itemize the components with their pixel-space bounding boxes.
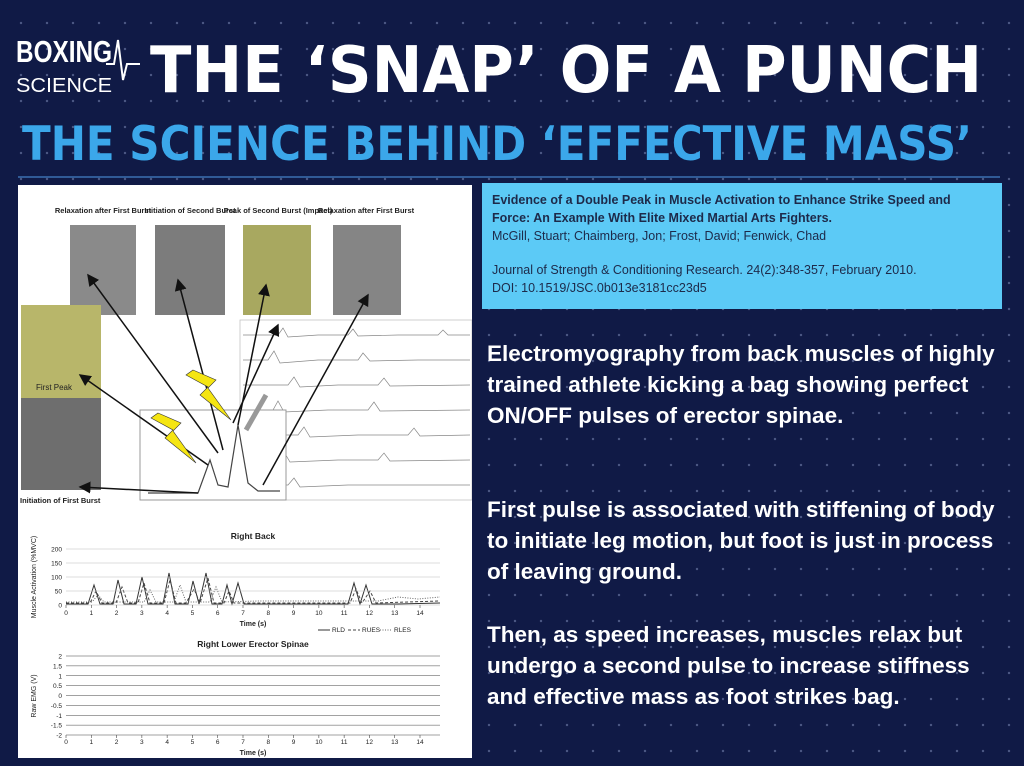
- x-tick-label: 11: [341, 610, 348, 617]
- emg-series: [66, 572, 441, 606]
- photo: [70, 225, 136, 315]
- logo-pulse: [106, 39, 140, 81]
- reference-authors: McGill, Stuart; Chaimberg, Jon; Frost, D…: [492, 229, 827, 243]
- x-tick-label: 2: [115, 739, 119, 746]
- first-peak-label: First Peak: [36, 383, 73, 392]
- photo: [155, 225, 225, 315]
- x-tick-label: 9: [292, 610, 296, 617]
- x-tick-label: 10: [315, 739, 323, 746]
- photo-caption: Relaxation after First Burst: [318, 206, 415, 215]
- x-tick-label: 1: [89, 610, 93, 617]
- photo-caption: Peak of Second Burst (Impact): [224, 206, 333, 215]
- header: BOXING SCIENCE THE ‘SNAP’ OF A PUNCH THE…: [16, 34, 1000, 178]
- legend-label: RLES: [394, 627, 412, 634]
- y-tick-label: 2: [58, 654, 62, 661]
- chart-title: Right Back: [231, 531, 276, 541]
- title: THE ‘SNAP’ OF A PUNCH: [150, 34, 982, 108]
- x-tick-label: 5: [191, 610, 195, 617]
- pointer: [243, 393, 269, 432]
- y-tick-label: 200: [51, 547, 62, 554]
- chart-title: Right Lower Erector Spinae: [197, 639, 309, 649]
- legend-label: RLD: [332, 627, 345, 634]
- x-tick-label: 8: [266, 739, 270, 746]
- x-tick-label: 5: [191, 739, 195, 746]
- legend-label: RUES: [362, 627, 381, 634]
- x-tick-label: 13: [391, 610, 399, 617]
- logo-line2: SCIENCE: [16, 75, 112, 97]
- x-tick-label: 4: [165, 610, 169, 617]
- y-tick-label: -0.5: [51, 703, 63, 710]
- reference-title: Evidence of a Double Peak in Muscle Acti…: [492, 193, 951, 225]
- photo-caption: Initiation of Second Burst: [144, 206, 236, 215]
- x-tick-label: 3: [140, 610, 144, 617]
- y-tick-label: 1: [58, 673, 62, 680]
- x-tick-label: 12: [366, 739, 374, 746]
- photo: [333, 225, 401, 315]
- x-tick-label: 14: [416, 610, 424, 617]
- x-tick-label: 12: [366, 610, 374, 617]
- y-axis-label: Muscle Activation (%MVC): [31, 536, 38, 618]
- y-tick-label: -2: [56, 733, 62, 740]
- subtitle: THE SCIENCE BEHIND ‘EFFECTIVE MASS’: [22, 117, 972, 172]
- y-tick-label: 150: [51, 561, 62, 568]
- y-tick-label: 50: [55, 589, 63, 596]
- lightning: [185, 369, 232, 421]
- x-tick-label: 0: [64, 739, 68, 746]
- y-tick-label: 0.5: [53, 683, 62, 690]
- reference-doi: DOI: 10.1519/JSC.0b013e3181cc23d5: [492, 281, 707, 295]
- photo-caption: Relaxation after First Burst: [55, 206, 152, 215]
- x-tick-label: 7: [241, 739, 245, 746]
- x-tick-label: 0: [64, 610, 68, 617]
- y-tick-label: -1: [56, 713, 62, 720]
- paragraph: Then, as speed increases, muscles relax …: [487, 622, 970, 709]
- reference-journal: Journal of Strength & Conditioning Resea…: [492, 263, 917, 277]
- x-tick-label: 6: [216, 610, 220, 617]
- photo: [243, 225, 311, 315]
- x-tick-label: 1: [89, 739, 93, 746]
- x-tick-label: 7: [241, 610, 245, 617]
- paragraph: Electromyography from back muscles of hi…: [487, 341, 995, 428]
- figure: Relaxation after First Burst Initiation …: [18, 185, 472, 758]
- y-tick-label: 0: [58, 693, 62, 700]
- first-burst-label: Initiation of First Burst: [20, 496, 101, 505]
- logo-line1: BOXING: [16, 34, 112, 69]
- y-tick-label: 0: [58, 603, 62, 610]
- x-tick-label: 8: [266, 610, 270, 617]
- arrows: [78, 273, 369, 494]
- x-tick-label: 9: [292, 739, 296, 746]
- x-axis-label: Time (s): [240, 750, 267, 757]
- photo: [21, 398, 101, 490]
- x-tick-label: 2: [115, 610, 119, 617]
- y-tick-label: -1.5: [51, 723, 63, 730]
- lightning: [150, 412, 197, 464]
- legend: RLD RUES RLES: [318, 627, 412, 634]
- x-tick-label: 14: [416, 739, 424, 746]
- paragraph: First pulse is associated with stiffenin…: [487, 497, 995, 584]
- y-tick-label: 100: [51, 575, 62, 582]
- x-tick-label: 11: [341, 739, 348, 746]
- x-tick-label: 6: [216, 739, 220, 746]
- x-tick-label: 4: [165, 739, 169, 746]
- x-tick-label: 13: [391, 739, 399, 746]
- x-axis-label: Time (s): [240, 621, 267, 628]
- x-tick-label: 10: [315, 610, 323, 617]
- reference-box: Evidence of a Double Peak in Muscle Acti…: [482, 183, 1002, 309]
- y-tick-label: 1.5: [53, 663, 62, 670]
- inset-trace: [148, 424, 280, 494]
- x-tick-label: 3: [140, 739, 144, 746]
- y-axis-label: Raw EMG (V): [31, 674, 38, 717]
